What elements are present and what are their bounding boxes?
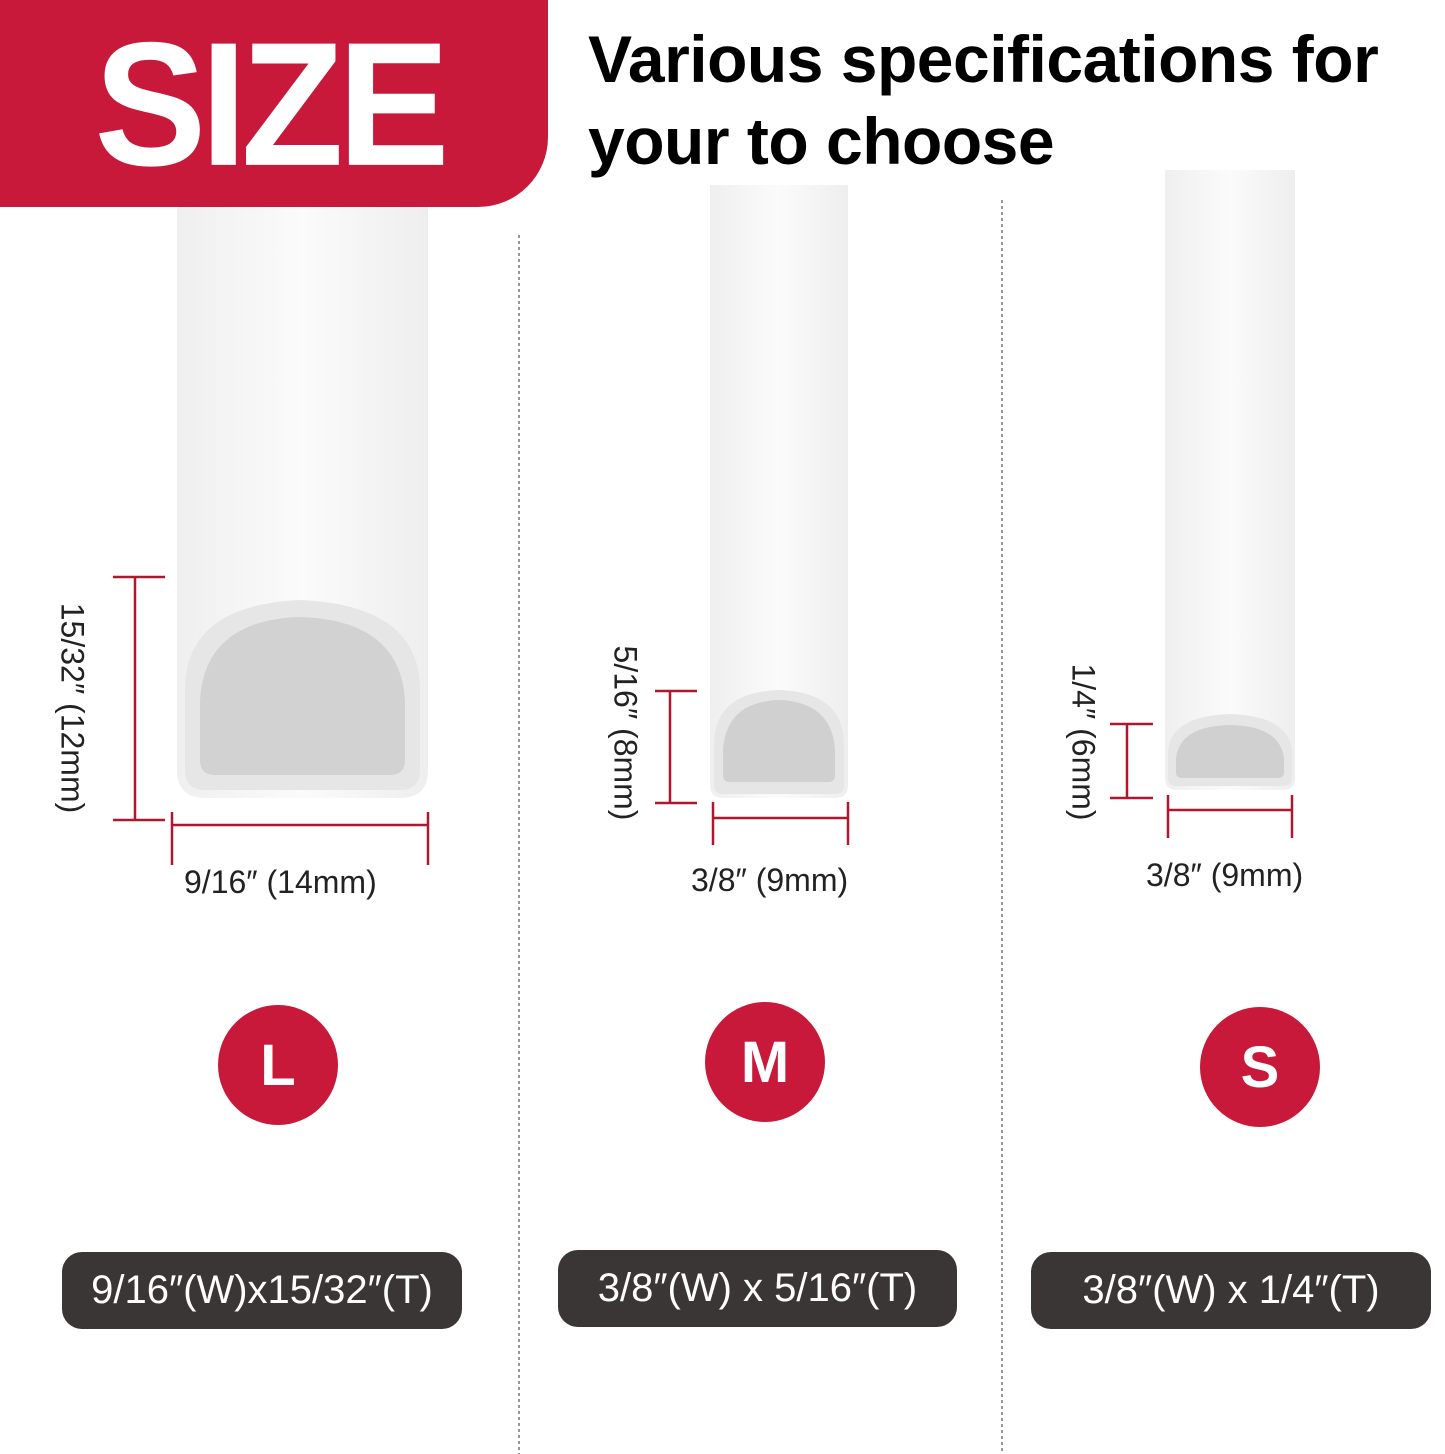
tube-small — [1165, 170, 1295, 790]
medium-width-label: 3/8″ (9mm) — [691, 862, 849, 898]
small-width-label: 3/8″ (9mm) — [1146, 857, 1304, 893]
large-height-label: 15/32″ (12mm) — [54, 602, 91, 814]
size-banner — [0, 0, 548, 207]
headline: Various specifications for your to choos… — [588, 18, 1379, 182]
dimension-lines — [113, 575, 1294, 865]
spec-pill-large: 9/16″(W)x15/32″(T) — [62, 1252, 462, 1329]
spec-pill-small: 3/8″(W) x 1/4″(T) — [1031, 1252, 1431, 1329]
size-badge-small: S — [1200, 1007, 1320, 1127]
size-badge-medium: M — [705, 1002, 825, 1122]
large-width-label: 9/16″ (14mm) — [184, 864, 377, 900]
tube-large — [177, 205, 428, 798]
size-badge-large: L — [218, 1005, 338, 1125]
headline-line-1: Various specifications for — [588, 22, 1379, 96]
spec-pill-medium: 3/8″(W) x 5/16″(T) — [558, 1250, 957, 1327]
headline-line-2: your to choose — [588, 104, 1055, 178]
size-banner-text: SIZE — [94, 4, 449, 203]
small-height-label: 1/4″ (6mm) — [1065, 663, 1102, 821]
tube-medium — [710, 185, 848, 798]
medium-height-label: 5/16″ (8mm) — [607, 645, 644, 821]
